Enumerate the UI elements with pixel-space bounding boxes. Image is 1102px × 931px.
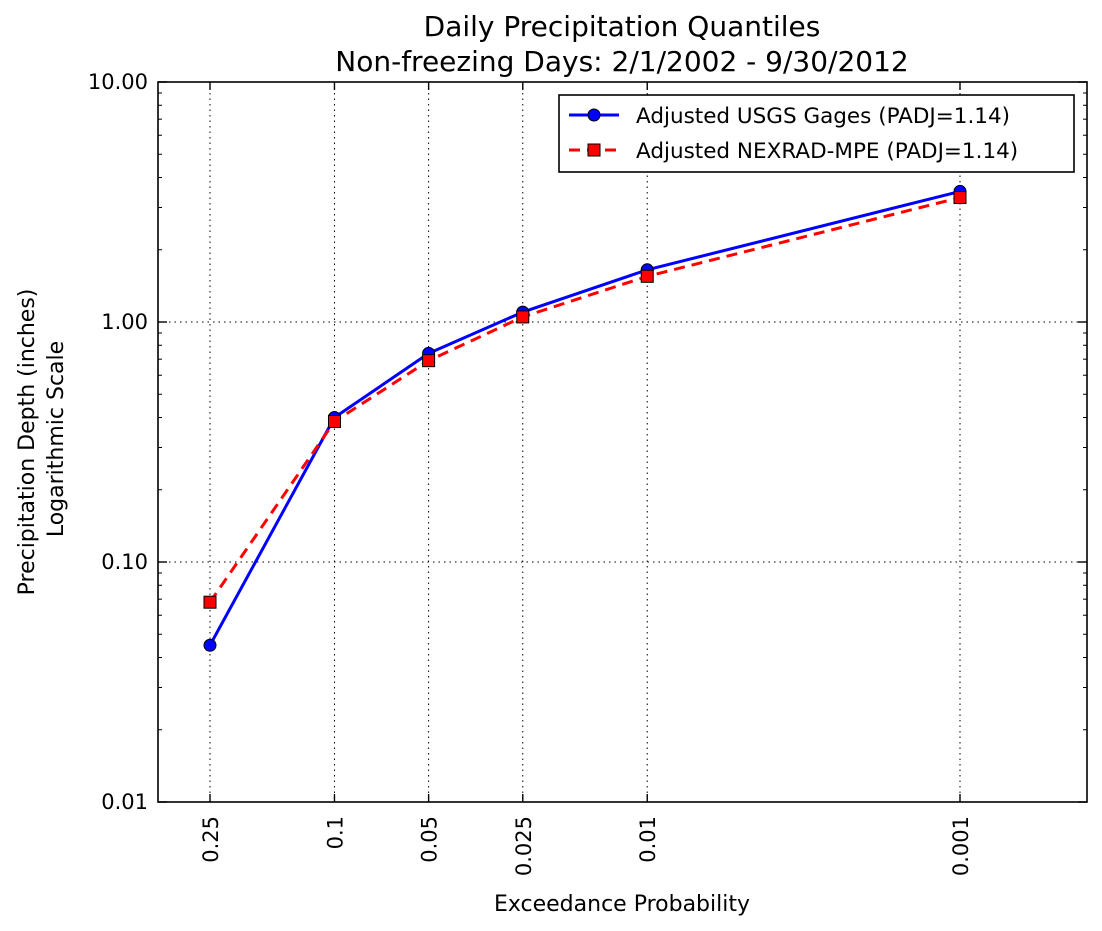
x-tick-labels: 0.25 0.1 0.05 0.025 0.01 0.001 (199, 816, 973, 876)
chart-subtitle: Non-freezing Days: 2/1/2002 - 9/30/2012 (335, 45, 908, 78)
x-axis-label: Exceedance Probability (494, 892, 750, 917)
legend-box (558, 94, 1075, 173)
legend-marker-0 (587, 108, 601, 122)
y-tick-labels: 0.01 0.10 1.00 10.00 (88, 70, 148, 814)
x-tick-label: 0.025 (512, 816, 536, 876)
series-line-1 (208, 196, 961, 604)
y-axis-label-secondary: Logarithmic Scale (44, 341, 69, 537)
x-tick-label: 0.05 (418, 816, 442, 863)
data-point-series-1 (953, 191, 967, 205)
x-tick-label: 0.01 (636, 816, 660, 863)
x-tick-label: 0.001 (949, 816, 973, 876)
data-point-series-1 (422, 354, 436, 368)
legend-label-0: Adjusted USGS Gages (PADJ=1.14) (636, 104, 1010, 129)
y-axis-label: Precipitation Depth (inches) (15, 289, 40, 596)
data-point-series-1 (327, 414, 341, 428)
y-tick-label: 0.01 (101, 790, 148, 814)
legend: Adjusted USGS Gages (PADJ=1.14) Adjusted … (558, 94, 1075, 173)
data-point-series-1 (640, 269, 654, 283)
legend-label-1: Adjusted NEXRAD-MPE (PADJ=1.14) (636, 139, 1018, 164)
y-tick-label: 0.10 (101, 550, 148, 574)
x-tick-label: 0.25 (199, 816, 223, 863)
x-tick-label: 0.1 (323, 816, 347, 849)
grid-lines (158, 82, 1087, 802)
legend-marker-1 (587, 143, 601, 157)
y-tick-label: 10.00 (88, 70, 148, 94)
series-lines (208, 189, 961, 646)
y-tick-label: 1.00 (101, 310, 148, 334)
data-point-series-0 (203, 638, 217, 652)
data-point-series-1 (516, 310, 530, 324)
plot-frame (157, 81, 1088, 803)
series-markers (203, 184, 967, 652)
legend-entries: Adjusted USGS Gages (PADJ=1.14) Adjusted … (569, 104, 1018, 164)
chart-title: Daily Precipitation Quantiles (424, 10, 821, 43)
series-line-0 (208, 189, 961, 646)
data-point-series-1 (203, 595, 217, 609)
